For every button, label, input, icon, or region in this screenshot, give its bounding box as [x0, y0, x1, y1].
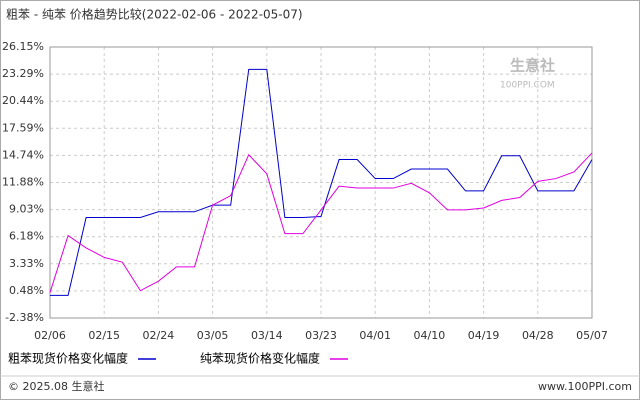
watermark-url: 100PPI.COM [500, 81, 555, 91]
x-tick-label: 05/07 [576, 329, 608, 342]
y-tick-label: 20.44% [2, 94, 44, 107]
y-tick-label: -2.38% [5, 311, 44, 324]
y-tick-label: 6.18% [9, 230, 44, 243]
chart-title: 粗苯 - 纯苯 价格趋势比较(2022-02-06 - 2022-05-07) [6, 7, 303, 22]
x-tick-label: 02/24 [143, 329, 175, 342]
y-tick-label: 23.29% [2, 67, 44, 80]
y-tick-label: 14.74% [2, 148, 44, 161]
y-tick-label: 0.48% [9, 284, 44, 297]
x-tick-label: 03/14 [251, 329, 283, 342]
x-tick-label: 02/06 [34, 329, 66, 342]
x-tick-label: 04/19 [468, 329, 500, 342]
y-tick-label: 11.88% [2, 176, 44, 189]
footer-right: www.100PPI.com [538, 380, 632, 393]
series-line [49, 152, 593, 293]
legend-label: 纯苯现货价格变化幅度 [200, 351, 320, 366]
y-tick-label: 26.15% [2, 40, 44, 53]
plot-border [49, 46, 593, 319]
x-tick-label: 02/15 [88, 329, 120, 342]
x-tick-label: 03/05 [197, 329, 229, 342]
y-tick-label: 17.59% [2, 121, 44, 134]
x-tick-label: 04/10 [414, 329, 446, 342]
legend-label: 粗苯现货价格变化幅度 [8, 351, 128, 366]
series-line [50, 68, 593, 296]
y-tick-label: 9.03% [9, 203, 44, 216]
x-tick-label: 04/01 [359, 329, 391, 342]
x-tick-label: 04/28 [522, 329, 554, 342]
watermark: 生意社 [510, 57, 555, 75]
y-tick-label: 3.33% [9, 257, 44, 270]
footer-left: © 2025.08 生意社 [8, 379, 104, 393]
x-tick-label: 03/23 [305, 329, 337, 342]
